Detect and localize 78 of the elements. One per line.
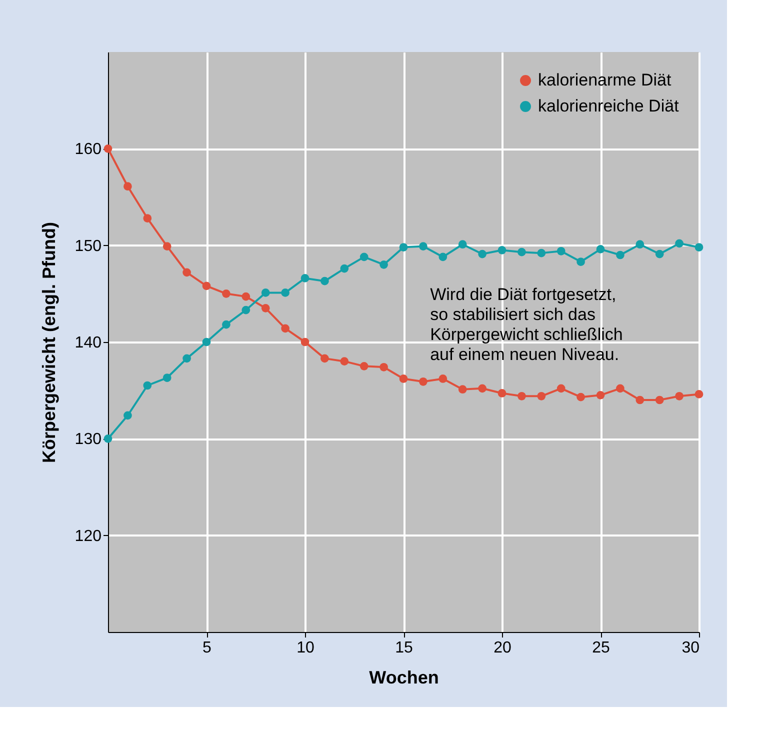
point: [261, 288, 270, 297]
point: [222, 320, 230, 329]
point: [636, 240, 644, 249]
point: [556, 246, 566, 256]
point: [300, 274, 310, 282]
point: [281, 288, 290, 297]
point: [596, 245, 605, 254]
point: [281, 324, 290, 333]
point: [556, 384, 566, 393]
point: [399, 243, 408, 252]
y-tick-label: 120: [74, 528, 102, 545]
y-tick-label: 160: [74, 141, 102, 158]
point: [438, 374, 448, 383]
point: [104, 144, 112, 153]
point: [242, 306, 250, 314]
point: [458, 240, 467, 249]
point: [537, 248, 546, 258]
point: [143, 214, 152, 222]
point: [537, 392, 546, 400]
y-tick-label: 150: [74, 238, 102, 255]
x-tick-label: 25: [592, 640, 610, 656]
annotation: Wird die Diät fortgesetzt, so stabilisiert sich das Körpergewicht schließlich auf einem neuen Niveau.: [430, 284, 623, 364]
point: [498, 246, 506, 254]
y-tick-label: 130: [74, 431, 102, 448]
point: [360, 362, 368, 370]
point: [162, 242, 172, 250]
legend-label: kalorienreiche Diät: [538, 96, 680, 116]
point: [340, 264, 349, 273]
point: [242, 292, 250, 301]
point: [419, 242, 428, 250]
point: [616, 384, 624, 393]
point: [320, 354, 329, 363]
point: [340, 357, 349, 366]
point: [202, 338, 211, 346]
y-tick-label: 140: [74, 334, 102, 352]
x-tick-label: 10: [296, 640, 314, 656]
point: [182, 268, 191, 277]
point: [380, 260, 388, 269]
point: [380, 362, 388, 372]
point: [124, 182, 132, 191]
point: [636, 396, 644, 404]
point: [655, 396, 664, 404]
point: [596, 390, 605, 400]
x-tick-label: 15: [395, 640, 413, 656]
point: [518, 392, 526, 400]
point: [143, 381, 152, 390]
point: [104, 434, 112, 443]
point: [399, 374, 408, 383]
legend-label: kalorienarme Diät: [538, 70, 672, 90]
point: [576, 392, 585, 402]
point: [438, 252, 448, 262]
y-axis-title: Körpergewicht (engl. Pfund): [38, 222, 59, 463]
point: [478, 250, 486, 258]
point: [498, 389, 506, 398]
point: [616, 250, 624, 260]
point: [458, 385, 467, 394]
point: [202, 282, 211, 290]
point: [675, 392, 684, 400]
point: [478, 384, 486, 393]
point: [222, 289, 230, 298]
x-tick-label: 20: [494, 640, 512, 656]
point: [182, 354, 191, 363]
point: [655, 250, 664, 258]
point: [518, 248, 526, 256]
point: [675, 239, 684, 248]
x-axis-title: Wochen: [369, 668, 439, 688]
point: [162, 374, 172, 382]
point: [124, 411, 132, 420]
point: [419, 377, 428, 386]
point: [694, 243, 704, 252]
point: [694, 390, 704, 398]
point: [300, 338, 310, 346]
x-tick-label: 30: [682, 640, 700, 656]
point: [576, 258, 585, 266]
point: [360, 252, 368, 262]
x-tick-label: 5: [202, 640, 212, 656]
point: [261, 304, 270, 312]
point: [320, 276, 329, 286]
